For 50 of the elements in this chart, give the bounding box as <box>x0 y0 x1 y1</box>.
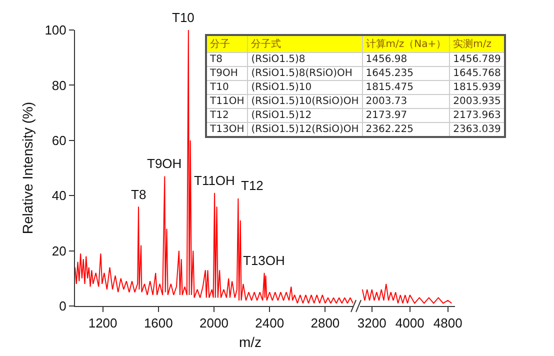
annotation: 2003.73 <box>362 94 450 108</box>
annotation: T9OH <box>206 66 248 80</box>
x-tick-label: 4800 <box>433 316 462 331</box>
annotation: 2362.225 <box>362 122 450 137</box>
annotation: T9OH <box>147 156 182 171</box>
annotation: T11OH <box>194 173 235 188</box>
annotation: T10 <box>172 10 194 25</box>
annotation: 1456.98 <box>362 52 450 66</box>
x-tick-label: 3200 <box>357 316 386 331</box>
annotation: 2003.935 <box>450 94 505 108</box>
annotation: 1645.768 <box>450 66 505 80</box>
x-tick-label: 2000 <box>200 316 228 331</box>
annotation: 分子式 <box>248 35 362 52</box>
annotation: (RSiO1.5)8(RSiO)OH <box>248 66 362 80</box>
annotation: 2363.039 <box>450 122 505 137</box>
annotation: 1815.939 <box>450 80 505 94</box>
annotation: T8 <box>131 187 146 202</box>
annotation: 2173.963 <box>450 108 505 122</box>
y-axis-title: Relative Intensity (%) <box>19 102 36 234</box>
y-tick-label: 80 <box>52 78 66 93</box>
x-tick-label: 1600 <box>144 316 173 331</box>
annotation: 分子 <box>206 35 248 52</box>
y-tick-label: 20 <box>52 243 66 258</box>
x-tick-label: 2800 <box>310 316 340 331</box>
annotation: 1456.789 <box>450 52 505 66</box>
annotation: 1815.475 <box>362 80 450 94</box>
annotation: 计算m/z（Na+） <box>362 35 450 52</box>
x-tick-label: 4000 <box>395 316 424 331</box>
annotation: (RSiO1.5)10 <box>248 80 362 94</box>
annotation: T10 <box>206 80 248 94</box>
annotation: (RSiO1.5)10(RSiO)OH <box>248 94 362 108</box>
x-tick-label: 2400 <box>255 316 284 331</box>
annotation: 实测m/z <box>450 35 505 52</box>
annotation: 2173.97 <box>362 108 450 122</box>
annotation: T12 <box>241 178 264 193</box>
y-tick-label: 60 <box>52 132 66 148</box>
annotation: (RSiO1.5)12(RSiO)OH <box>248 122 362 137</box>
x-axis-title: m/z <box>239 334 262 350</box>
annotation: T8 <box>206 52 248 66</box>
y-tick-label: 40 <box>52 188 66 204</box>
annotation: (RSiO1.5)12 <box>248 108 362 122</box>
y-tick-label: 0 <box>59 298 66 314</box>
annotation: T13OH <box>206 122 248 137</box>
annotation: T11OH <box>206 94 248 108</box>
annotation: 1645.235 <box>362 66 450 80</box>
x-tick-label: 1200 <box>88 316 118 331</box>
y-tick-label: 100 <box>44 22 66 38</box>
annotation: (RSiO1.5)8 <box>248 52 362 66</box>
annotation: T13OH <box>243 253 285 268</box>
annotation: T12 <box>206 108 248 122</box>
